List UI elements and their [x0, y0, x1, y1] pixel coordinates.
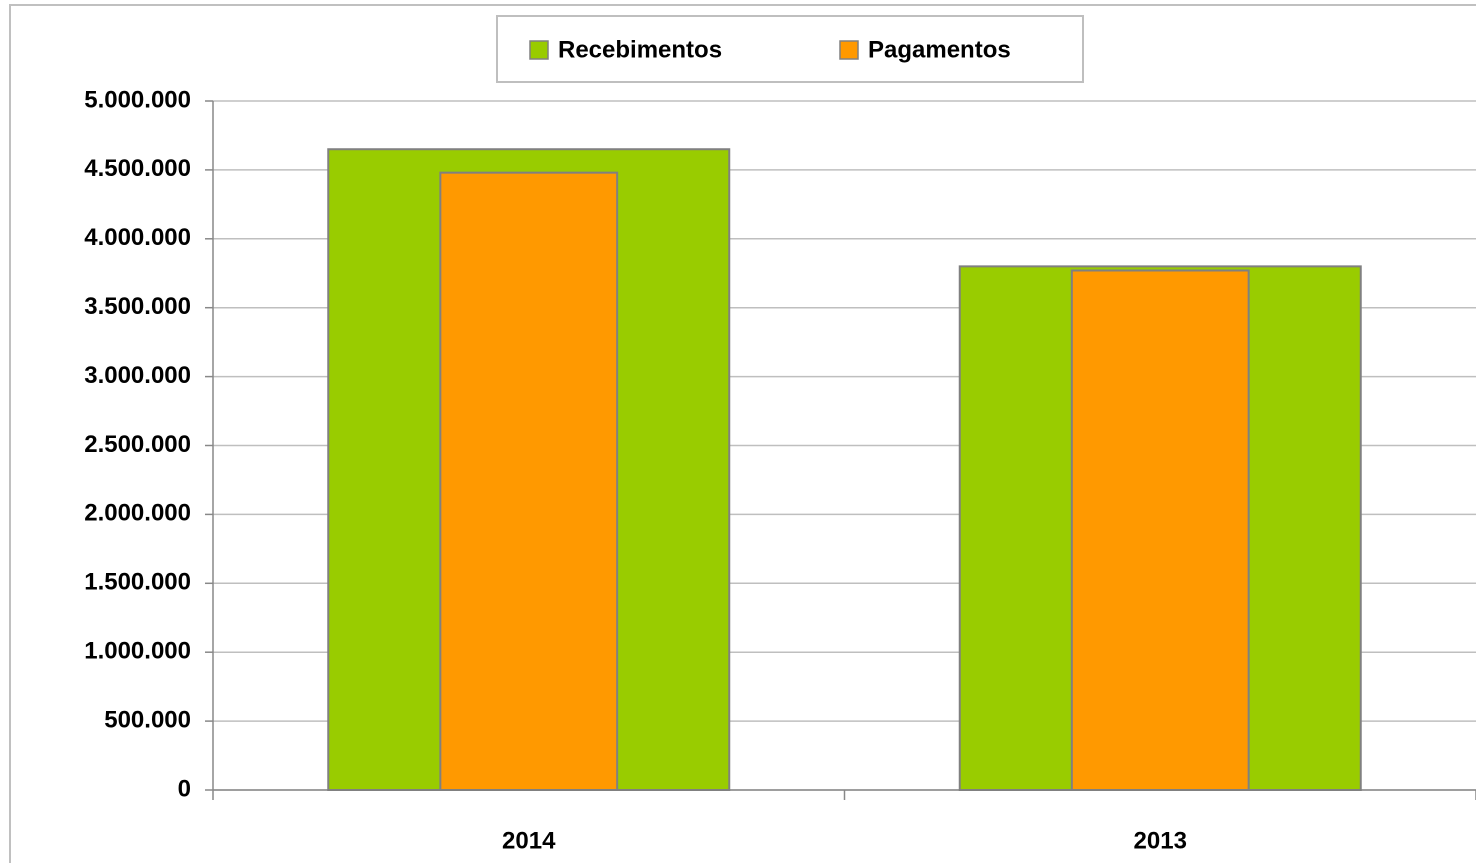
y-tick-label: 1.000.000 [84, 638, 191, 665]
y-tick-label: 500.000 [104, 706, 191, 733]
y-tick-label: 2.500.000 [84, 431, 191, 458]
legend-label: Recebimentos [558, 36, 722, 63]
y-tick-label: 5.000.000 [84, 86, 191, 113]
y-tick-label: 4.000.000 [84, 224, 191, 251]
y-tick-label: 2.000.000 [84, 500, 191, 527]
legend-label: Pagamentos [868, 36, 1011, 63]
legend-swatch [529, 40, 549, 60]
y-tick-label: 0 [178, 775, 191, 802]
legend-swatch [839, 40, 859, 60]
x-tick-label: 2013 [1134, 827, 1187, 854]
y-tick-label: 1.500.000 [84, 569, 191, 596]
y-tick-label: 3.000.000 [84, 362, 191, 389]
y-tick-label: 3.500.000 [84, 293, 191, 320]
legend-box [496, 15, 1084, 83]
y-tick-label: 4.500.000 [84, 155, 191, 182]
bar [1070, 269, 1250, 791]
x-tick-label: 2014 [502, 827, 556, 854]
bar [439, 171, 619, 791]
